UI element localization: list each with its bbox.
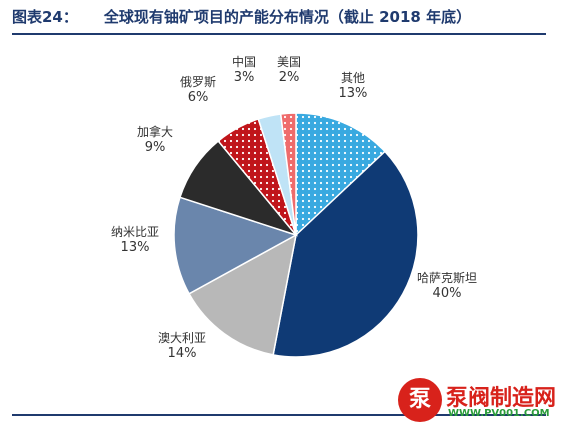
- pie-slice: [272, 150, 419, 358]
- pie-slice-pattern: [280, 113, 296, 235]
- chart-title: 图表24： 全球现有铀矿项目的产能分布情况（截止 2018 年底）: [12, 6, 471, 27]
- slice-label-value: 3%: [233, 70, 255, 85]
- slice-label-value: 9%: [144, 140, 166, 155]
- watermark-logo-icon: 泵: [398, 378, 442, 422]
- watermark-url: WWW.PV001.COM: [448, 408, 550, 419]
- pie-slice-pattern: [296, 113, 385, 235]
- slice-label-value: 6%: [187, 90, 209, 105]
- slice-label: 中国 3%: [232, 54, 256, 86]
- slice-label-value: 13%: [338, 86, 368, 101]
- slice-label-name: 其他: [340, 71, 365, 85]
- slice-label: 哈萨克斯坦 40%: [417, 270, 477, 302]
- slice-label: 澳大利亚 14%: [158, 330, 206, 362]
- watermark: 泵 泵阀制造网 WWW.PV001.COM: [398, 378, 570, 426]
- figure-number: 图表24：: [12, 8, 78, 26]
- slice-label: 纳米比亚 13%: [111, 224, 159, 256]
- slice-label-value: 13%: [120, 240, 150, 255]
- chart-title-text: 全球现有铀矿项目的产能分布情况（截止 2018 年底）: [103, 8, 472, 26]
- slice-label-name: 俄罗斯: [180, 75, 217, 89]
- slice-label-value: 14%: [167, 346, 197, 361]
- slice-label-name: 澳大利亚: [158, 331, 207, 345]
- pie-slice-pattern: [218, 118, 296, 235]
- pie-slice: [173, 196, 298, 295]
- watermark-brand: 泵阀制造网: [446, 386, 557, 411]
- slice-label-name: 纳米比亚: [111, 225, 160, 239]
- title-divider: [12, 33, 546, 35]
- pie-slice: [188, 233, 298, 356]
- slice-label-name: 加拿大: [137, 125, 174, 139]
- slice-label-value: 40%: [432, 286, 462, 301]
- slice-label: 美国 2%: [277, 54, 301, 86]
- slice-label-name: 哈萨克斯坦: [417, 271, 478, 285]
- slice-label-name: 美国: [277, 55, 302, 69]
- slice-label: 加拿大 9%: [137, 124, 173, 156]
- slice-label: 其他 13%: [339, 70, 368, 102]
- footer-divider: [12, 414, 546, 416]
- slice-label-name: 中国: [232, 55, 257, 69]
- slice-label: 俄罗斯 6%: [180, 74, 216, 106]
- slice-label-value: 2%: [278, 70, 300, 85]
